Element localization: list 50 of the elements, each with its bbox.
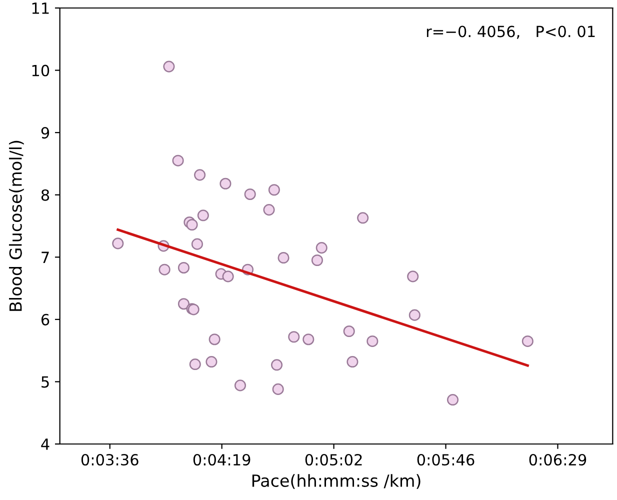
point (357, 212, 369, 224)
y-tick-label: 7 (42, 252, 49, 263)
point (178, 298, 190, 310)
x-tick-label: 0:06:29 (529, 454, 586, 466)
point (316, 242, 328, 254)
y-tick-label: 8 (41, 189, 50, 201)
point (158, 264, 170, 276)
point (278, 252, 290, 264)
point (272, 383, 284, 395)
point (244, 188, 256, 200)
point (522, 335, 534, 348)
point (112, 238, 124, 250)
point (343, 325, 355, 338)
y-tick-label: 9 (41, 127, 50, 139)
point (408, 309, 420, 321)
point (206, 356, 218, 368)
point (407, 270, 419, 282)
x-tick-label: 0:03:36 (81, 454, 138, 466)
x-tick-label: 0:05:46 (417, 454, 474, 466)
y-tick-label: 6 (41, 314, 50, 326)
point (220, 178, 232, 190)
point (197, 210, 209, 222)
y-axis-title: Blood Glucose(mol/l) (9, 140, 24, 311)
point (172, 154, 184, 166)
point (208, 334, 220, 346)
point (311, 254, 323, 266)
point (268, 184, 280, 196)
y-tick-label: 4 (41, 438, 50, 450)
point (222, 270, 234, 282)
point (191, 238, 203, 250)
point (446, 394, 459, 406)
x-axis-title: Pace(hh:mm:ss /km) (252, 474, 420, 489)
point (178, 262, 190, 274)
y-tick-label: 5 (42, 376, 49, 388)
point (234, 380, 246, 392)
point (302, 334, 314, 346)
point (288, 331, 300, 343)
x-tick-label: 0:05:02 (305, 454, 362, 466)
point (366, 335, 378, 348)
point (189, 358, 201, 370)
y-tick-label: 11 (32, 2, 49, 14)
point (346, 356, 358, 368)
annotation: r=−0. 4056, P<0. 01 (426, 26, 595, 39)
x-tick-label: 0:04:19 (193, 454, 250, 466)
point (186, 218, 198, 231)
point (263, 204, 275, 216)
y-tick-label: 10 (32, 64, 50, 76)
point (163, 60, 175, 72)
point (271, 359, 283, 371)
point (194, 169, 206, 181)
